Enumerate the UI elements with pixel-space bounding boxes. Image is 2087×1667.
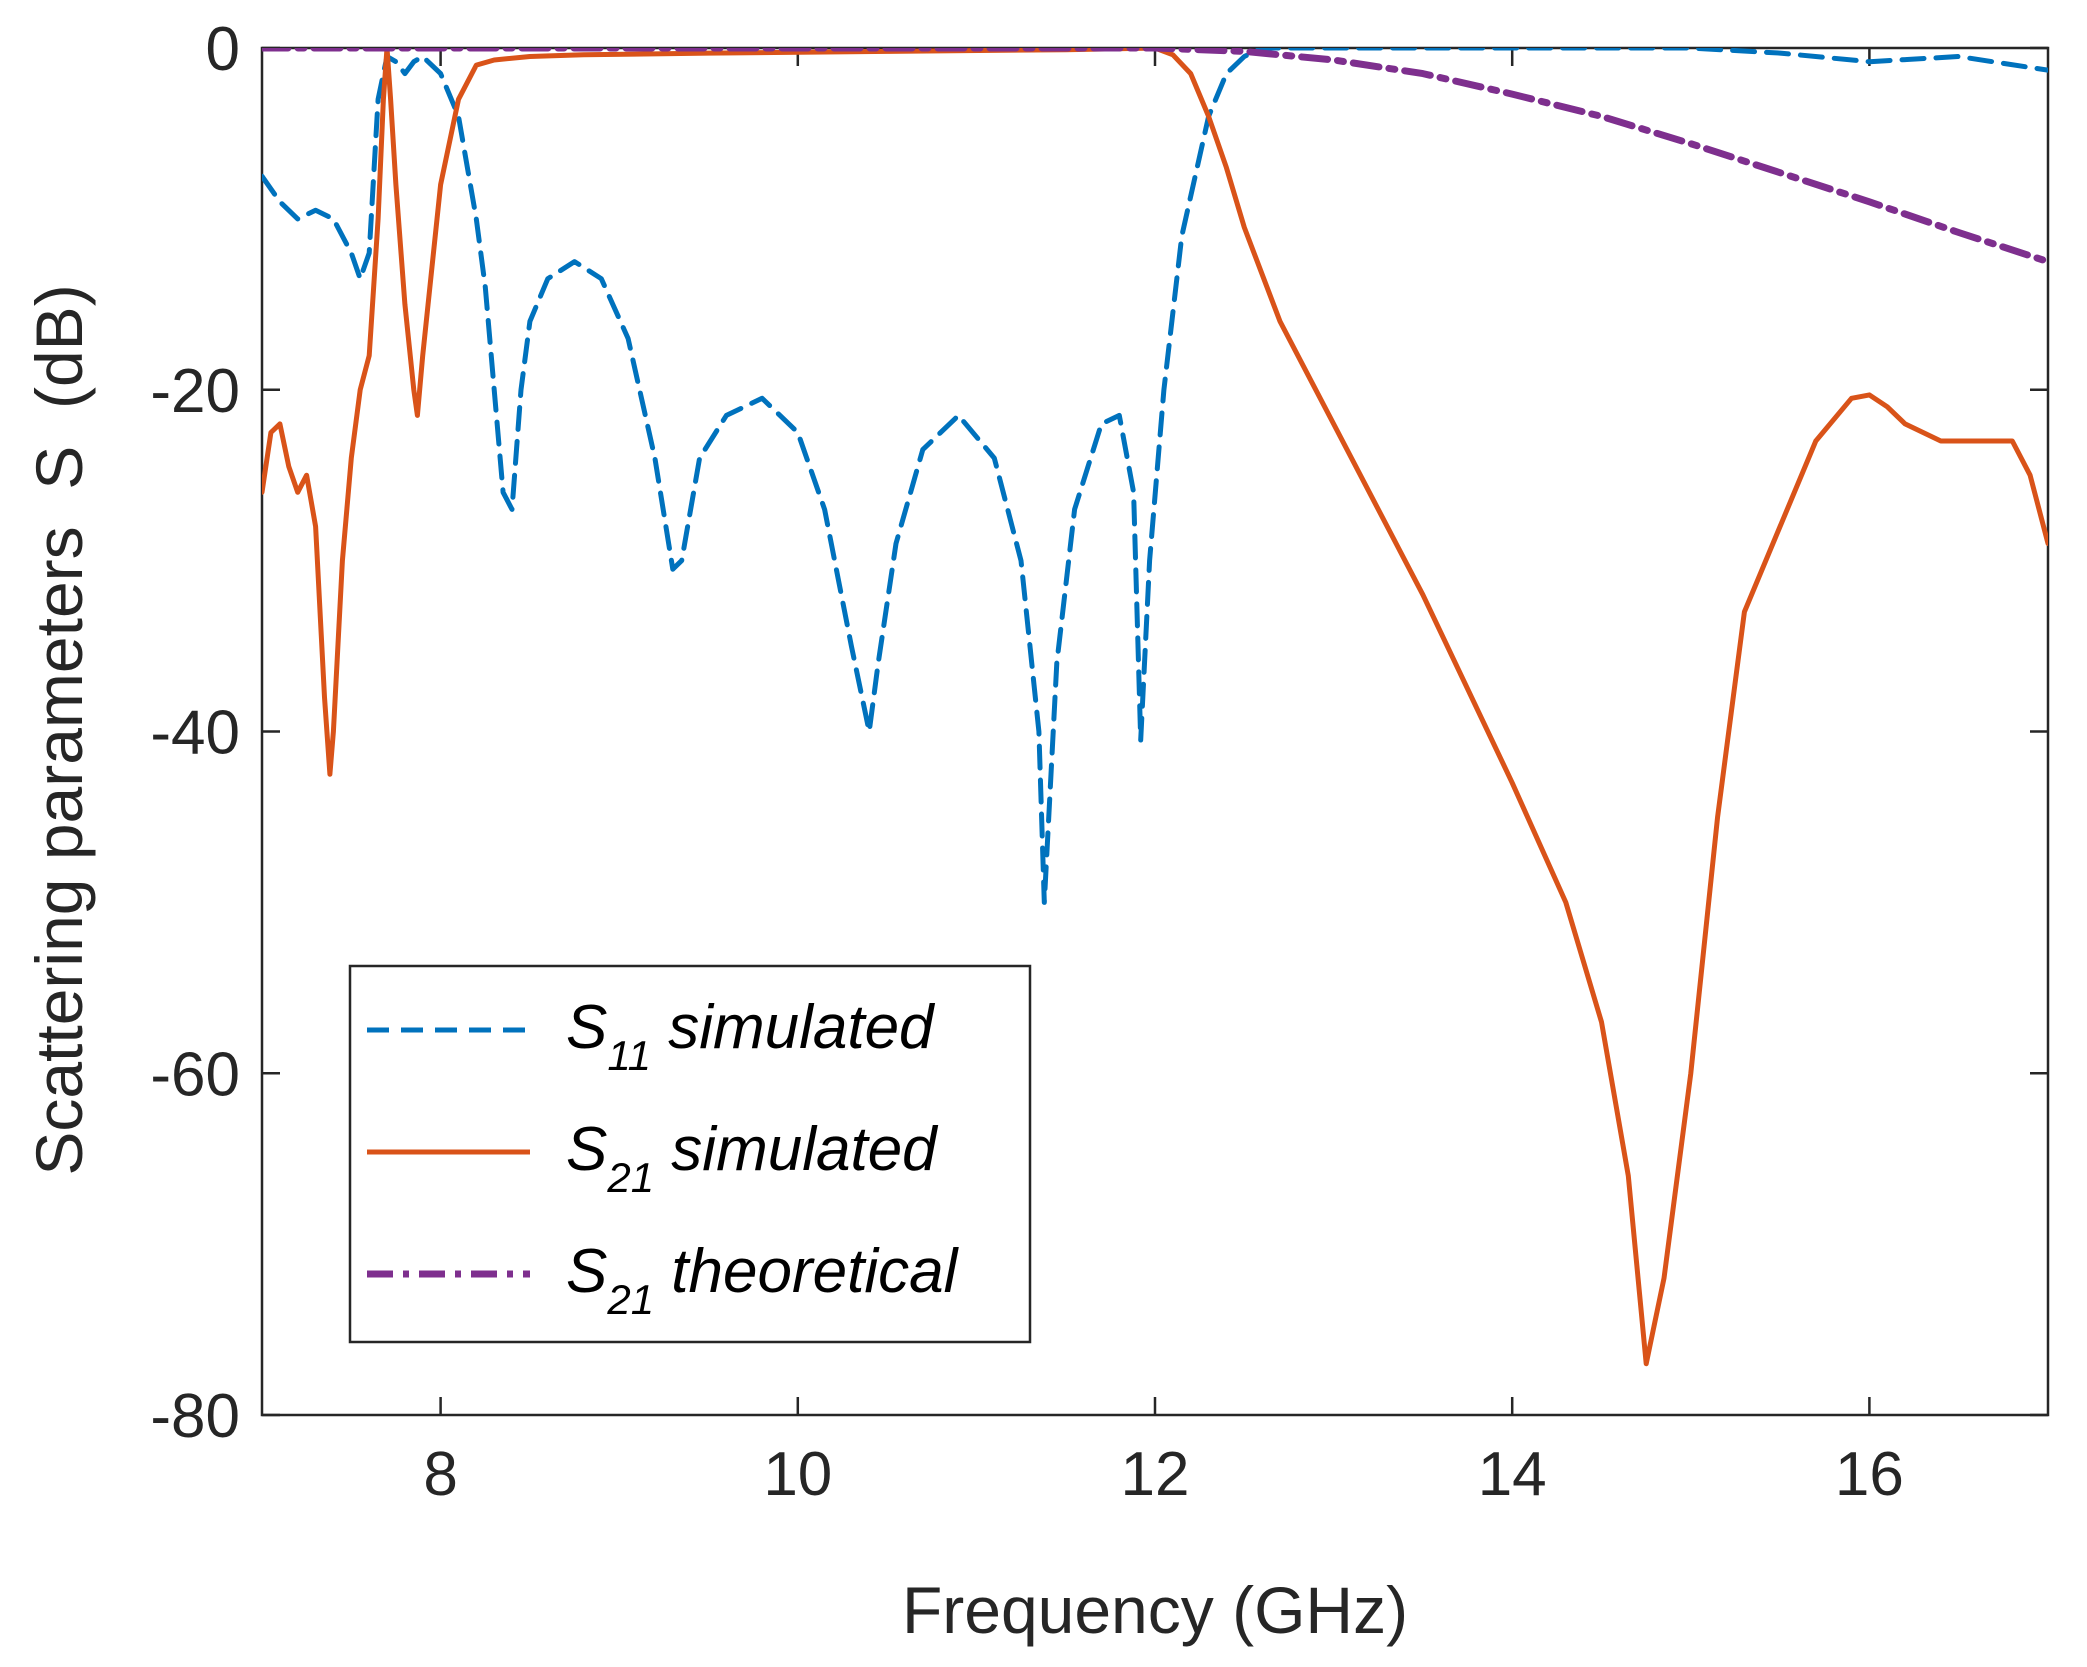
- x-axis-label: Frequency (GHz): [902, 1573, 1408, 1647]
- x-tick-label: 10: [763, 1440, 832, 1509]
- series-line-s11-simulated: [262, 48, 2048, 905]
- axis-ticks: 8 10 12 14 16 0 -20 -40 -60 -80: [150, 15, 2048, 1509]
- legend-label-s21-theoretical: S21 theoretical: [566, 1237, 960, 1323]
- legend-label-s11-sub: 11: [607, 1032, 651, 1079]
- legend-entry-s21-simulated: S21 simulated: [367, 1115, 939, 1201]
- series-line-s21-theoretical: [262, 48, 2048, 266]
- legend-label-s21-simulated-sub: 21: [606, 1154, 654, 1201]
- y-tick-label: -40: [150, 699, 240, 768]
- legend-label-s11: S11 simulated: [566, 993, 936, 1079]
- x-tick-label: 8: [423, 1440, 457, 1509]
- series-lines: [262, 48, 2048, 1367]
- x-tick-label: 12: [1121, 1440, 1190, 1509]
- legend: S11 simulated S21 simulated S21 theoreti…: [348, 964, 1032, 1344]
- y-tick-label: 0: [206, 15, 240, 84]
- legend-label-s21-theoretical-sub: 21: [606, 1276, 654, 1323]
- x-tick-label: 14: [1478, 1440, 1547, 1509]
- legend-entry-s21-theoretical: S21 theoretical: [367, 1237, 960, 1323]
- legend-label-s21-simulated: S21 simulated: [566, 1115, 939, 1201]
- legend-label-s11-main: S: [566, 993, 607, 1062]
- y-tick-label: -60: [150, 1040, 240, 1109]
- y-tick-label: -20: [150, 357, 240, 426]
- x-tick-label: 16: [1835, 1440, 1904, 1509]
- legend-label-s21-theoretical-main: S: [566, 1237, 607, 1306]
- y-axis-label: Scattering parameters S (dB): [22, 284, 96, 1175]
- y-tick-label: -80: [150, 1382, 240, 1451]
- legend-label-s11-rest: simulated: [651, 993, 936, 1062]
- legend-label-s21-simulated-main: S: [566, 1115, 607, 1184]
- legend-label-s21-theoretical-rest: theoretical: [654, 1237, 960, 1306]
- legend-entry-s11: S11 simulated: [367, 993, 936, 1079]
- legend-label-s21-simulated-rest: simulated: [654, 1115, 939, 1184]
